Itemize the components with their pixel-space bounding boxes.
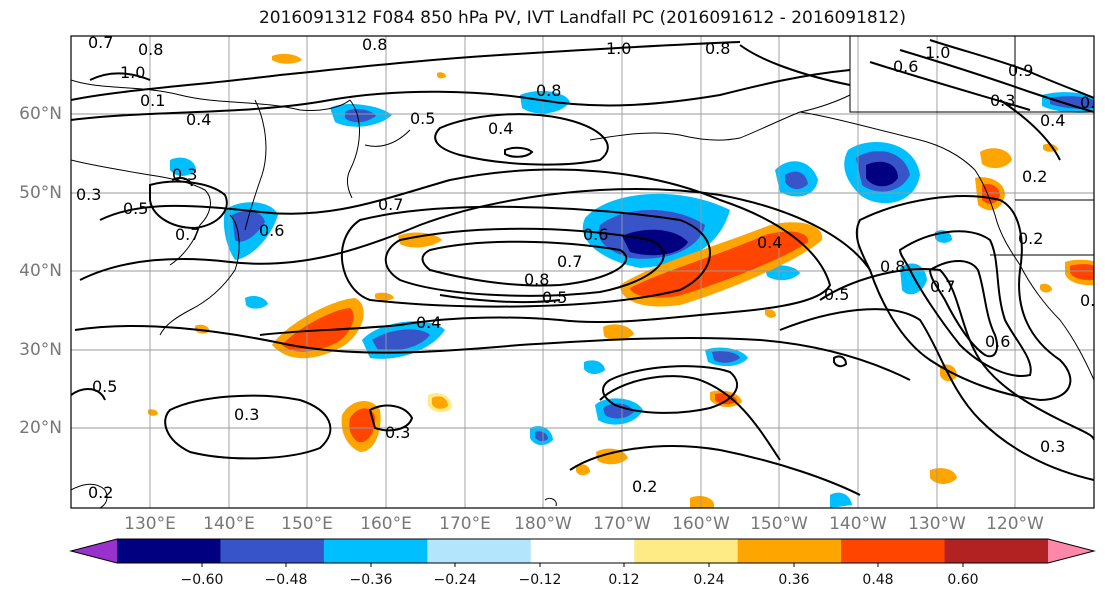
colorbar-cell [737,539,842,563]
colorbar-extend-high [1048,539,1094,563]
lon-label-150e: 150°E [281,514,333,534]
contour-label: 0.7 [378,195,403,214]
lon-label-170e: 170°E [439,514,491,534]
contour-label: 0.5 [824,285,849,304]
contour-label: 0.8 [524,270,549,289]
contour-label: 0.3 [990,91,1015,110]
lat-label-30n: 30°N [19,340,62,360]
map-title: 2016091312 F084 850 hPa PV, IVT Landfall… [258,8,906,28]
contour-label: 0.8 [880,257,905,276]
contour-label: 0.6 [893,57,918,76]
colorbar-tick-label: −0.48 [264,572,308,588]
contour-label: 0.5 [542,288,567,307]
colorbar-tick-label: 0.48 [862,572,894,588]
lon-label-130w: 130°W [908,514,966,534]
colorbar-cell [530,539,635,563]
contour-label: 0.2 [1018,229,1043,248]
contour-label: 1.0 [606,39,631,58]
contour-label: 0.8 [705,39,730,58]
contour-label: 0.7 [88,33,113,52]
lon-label-170w: 170°W [593,514,651,534]
lat-label-40n: 40°N [19,261,62,281]
colorbar-cell [841,539,946,563]
colorbar-extend-low [71,539,117,563]
contour-labels: 0.7 0.8 0.8 1.0 0.8 1.0 0.6 1.0 0.9 0.3 … [76,33,1105,502]
contour-label: 0.3 [76,185,101,204]
contour-label: 0.4 [757,233,782,252]
contour-label: 0.2 [1022,167,1047,186]
contour-label: 0.4 [416,313,441,332]
contour-label: 0.5 [410,109,435,128]
contour-label: 1.0 [120,63,145,82]
colorbar-tick-label: 0.36 [778,572,810,588]
contour-label: 0.8 [362,35,387,54]
contour-label: 0.6 [985,332,1010,351]
lon-label-130e: 130°E [124,514,176,534]
colorbar-tick-label: −0.24 [433,572,477,588]
lon-label-140w: 140°W [829,514,887,534]
lat-label-20n: 20°N [19,418,62,438]
colorbar-ticks [201,563,964,567]
lat-label-60n: 60°N [19,104,62,124]
colorbar-tick-label: 0.24 [693,572,725,588]
colorbar-tick-label: −0.12 [518,572,562,588]
contour-label: 0.8 [138,40,163,59]
contour-label: 0.9 [1008,61,1033,80]
contour-label: 0.6 [583,225,608,244]
colorbar-tick-label: −0.36 [349,572,393,588]
contour-label: 0.3 [172,165,197,184]
pv-contours [71,39,1094,496]
contour-label: 0.2 [88,483,113,502]
colorbar [69,538,1096,567]
lon-label-180w: 180°W [514,514,572,534]
lon-label-120w: 120°W [986,514,1044,534]
contour-label: 0.3 [234,405,259,424]
contour-label: 0.3 [1040,437,1065,456]
lon-label-150w: 150°W [750,514,808,534]
colorbar-cell [427,539,532,563]
contour-label: 0.8 [536,81,561,100]
lon-label-160e: 160°E [360,514,412,534]
contour-label: 0.4 [488,119,513,138]
contour-label: 0.7 [557,252,582,271]
map-frame [70,35,1095,509]
contour-label: 0.3 [385,423,410,442]
colorbar-outline [69,538,1096,564]
contour-label: 0.3 [1080,291,1105,310]
contour-label: 0.5 [123,199,148,218]
contour-label: 0.2 [632,477,657,496]
contour-label: 0.7 [175,225,200,244]
colorbar-tick-label: −0.60 [180,572,224,588]
contour-label: 0.4 [1040,111,1065,130]
colorbar-cell [117,539,221,563]
contour-label: 0.4 [186,110,211,129]
contour-label: 1.0 [925,43,950,62]
colorbar-cell [220,539,325,563]
contour-label: 0.7 [930,277,955,296]
colorbar-tick-label: 0.60 [947,572,979,588]
colorbar-cell [323,539,428,563]
lon-label-160w: 160°W [672,514,730,534]
contour-label: 0.6 [259,221,284,240]
lat-label-50n: 50°N [19,183,62,203]
colorbar-tick-label: 0.12 [608,572,640,588]
colorbar-cell [634,539,739,563]
lon-label-140e: 140°E [203,514,255,534]
coastlines [71,36,1094,508]
contour-label: 0.3 [1080,93,1105,112]
contour-label: 0.5 [92,377,117,396]
colorbar-cell [944,539,1049,563]
contour-label: 0.1 [140,91,165,110]
